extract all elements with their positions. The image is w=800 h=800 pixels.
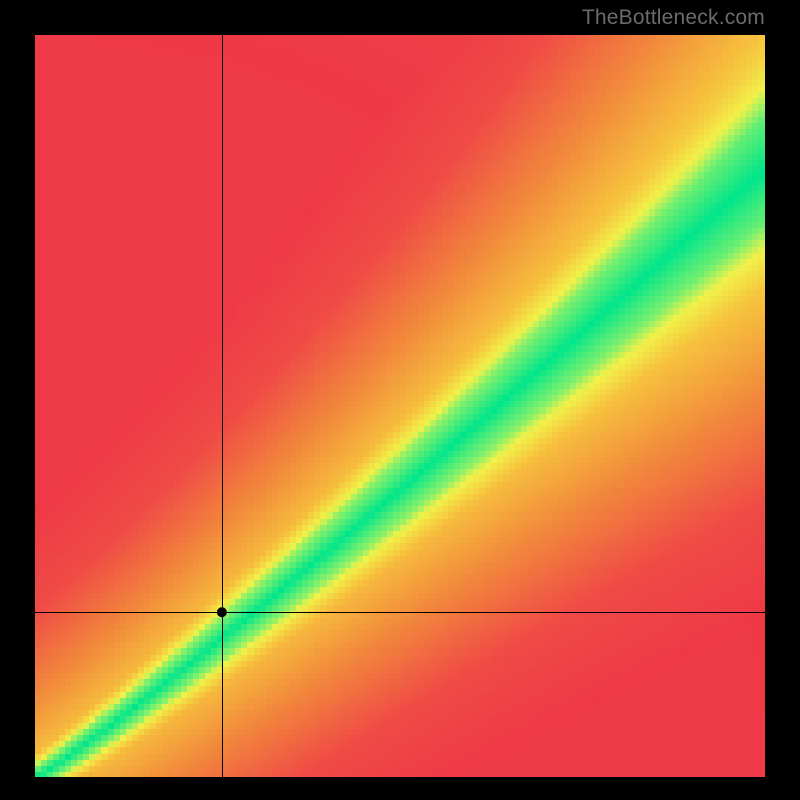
watermark-text: TheBottleneck.com bbox=[582, 6, 765, 30]
bottleneck-heatmap bbox=[0, 0, 800, 800]
